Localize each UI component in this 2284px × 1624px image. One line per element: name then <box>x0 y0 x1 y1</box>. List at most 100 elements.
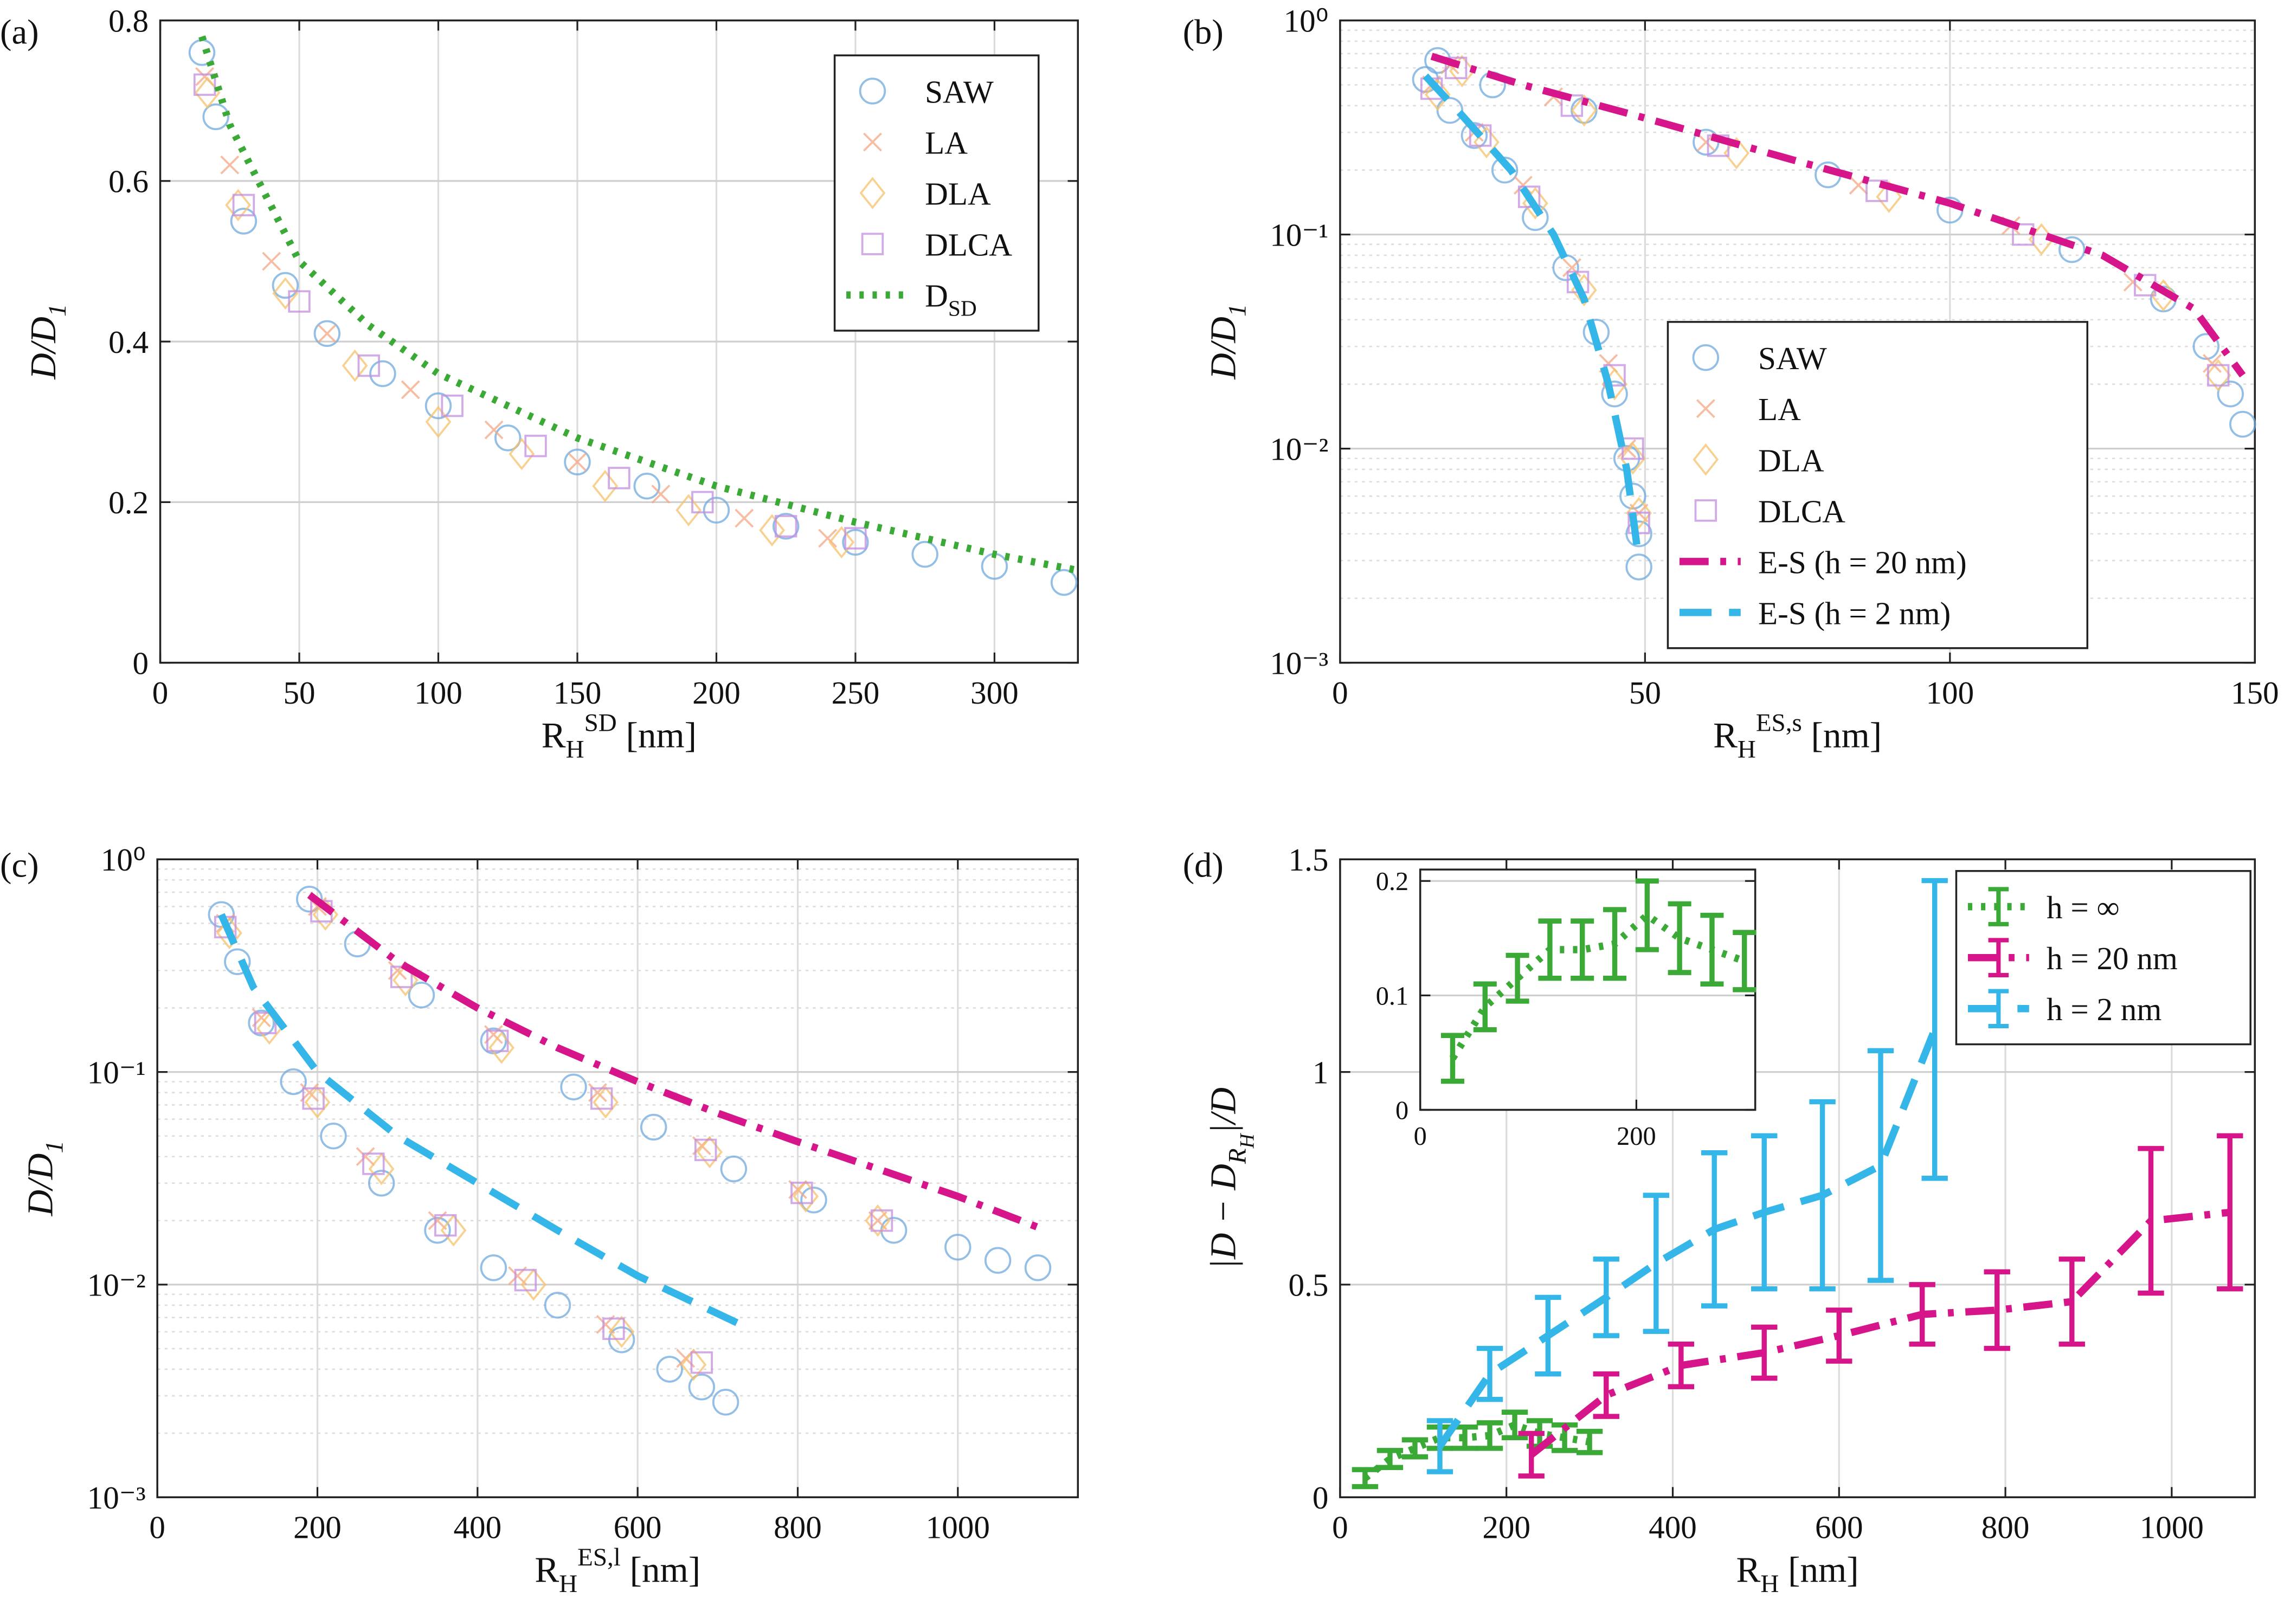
marker-circle <box>188 39 216 66</box>
model-line <box>218 913 751 1332</box>
errorbar <box>1751 1324 1778 1381</box>
x-tick-label: 0 <box>1414 1122 1427 1151</box>
marker-diamond <box>225 189 252 222</box>
label-part: R <box>535 1549 559 1590</box>
y-tick-label: 0.8 <box>108 3 149 38</box>
legend-label: E-S (h = 2 nm) <box>1758 595 1951 631</box>
plot-frame <box>159 19 1079 664</box>
errorbar <box>1538 918 1562 981</box>
marker-cross <box>1696 399 1715 418</box>
marker-circle <box>296 885 323 913</box>
marker-circle <box>1625 520 1652 547</box>
marker-diamond <box>393 964 419 997</box>
marker-square <box>357 354 380 377</box>
x-tick-label: 50 <box>1629 675 1661 711</box>
marker-circle <box>2217 381 2244 408</box>
errorbar <box>1909 1282 1935 1347</box>
inset-background <box>1420 869 1755 1110</box>
legend-box <box>833 54 1040 332</box>
label-part: ES,l <box>577 1543 621 1571</box>
marker-diamond <box>680 1348 707 1381</box>
marker-circle <box>272 272 299 299</box>
marker-square <box>790 1181 813 1204</box>
marker-circle <box>911 540 938 568</box>
errorbar <box>1401 1437 1429 1460</box>
marker-circle <box>1601 381 1628 408</box>
marker-square <box>870 1209 893 1232</box>
marker-diamond <box>272 277 299 310</box>
marker-circle <box>424 392 452 420</box>
y-tick-label: 0.2 <box>108 485 149 520</box>
marker-diamond <box>304 1086 331 1119</box>
marker-cross <box>651 485 671 504</box>
x-tick-label: 200 <box>692 675 741 711</box>
marker-square <box>1444 56 1468 80</box>
marker-circle <box>1625 553 1652 581</box>
legend-label: h = 20 nm <box>2047 940 2178 976</box>
marker-circle <box>859 78 886 105</box>
errorbar-line <box>1437 1028 1938 1448</box>
marker-circle <box>313 320 341 347</box>
legend-errorbar <box>1988 887 2009 926</box>
errorbar <box>1668 901 1691 975</box>
marker-circle <box>248 1009 275 1036</box>
marker-cross <box>568 452 587 472</box>
y-tick-label: 10⁻² <box>1270 431 1328 467</box>
marker-circle <box>408 981 435 1009</box>
marker-circle <box>712 1389 739 1416</box>
label-part: D <box>925 278 948 314</box>
marker-circle <box>2229 410 2256 438</box>
marker-circle <box>424 1217 451 1244</box>
y-tick-label: 1 <box>1313 1054 1329 1090</box>
errorbar <box>1352 1467 1379 1490</box>
x-tick-label: 150 <box>554 675 602 711</box>
label-part: D/D <box>23 317 63 380</box>
label-part: SD <box>584 708 617 737</box>
x-tick-label: 0 <box>152 675 169 711</box>
marker-diamond <box>593 1086 619 1119</box>
marker-diamond <box>608 1316 635 1348</box>
marker-square <box>302 1087 325 1110</box>
panel-label: (c) <box>0 846 39 885</box>
errorbar <box>1476 1420 1503 1451</box>
marker-circle <box>800 1187 827 1214</box>
marker-square <box>193 73 216 96</box>
y-tick-label: 10⁻³ <box>1270 645 1328 681</box>
plot-frame <box>156 858 1079 1498</box>
marker-circle <box>1050 569 1078 596</box>
errorbar <box>1700 912 1724 987</box>
label-part: ES,s <box>1756 708 1802 737</box>
label-part: [nm] <box>1779 1549 1858 1590</box>
marker-diamond <box>488 1032 515 1064</box>
marker-circle <box>2058 236 2086 263</box>
legend-label: DLCA <box>925 227 1012 263</box>
model-line <box>307 892 1047 1234</box>
legend-label: LA <box>1758 391 1801 427</box>
label-part: 1 <box>41 1140 69 1153</box>
errorbar <box>2217 1133 2243 1292</box>
label-part: H <box>1236 1132 1258 1149</box>
errorbar <box>1518 1430 1545 1479</box>
marker-circle <box>369 360 396 388</box>
marker-circle <box>1024 1254 1052 1281</box>
x-axis-label: RHES,s [nm] <box>1713 708 1882 763</box>
marker-circle <box>1692 344 1720 371</box>
x-tick-label: 100 <box>1926 675 1974 711</box>
label-part: R <box>542 714 566 755</box>
marker-circle <box>1619 482 1646 510</box>
marker-square <box>1560 94 1584 117</box>
legend-label: LA <box>925 125 968 161</box>
marker-diamond <box>865 1204 891 1237</box>
y-tick-label: 0.6 <box>108 164 149 199</box>
errorbar <box>1426 1418 1453 1474</box>
legend-box <box>1955 870 2251 1046</box>
marker-square <box>390 965 413 988</box>
model-line <box>198 35 1079 574</box>
marker-circle <box>688 1374 715 1401</box>
legend-errorbar <box>1988 938 2009 977</box>
marker-square <box>514 1268 537 1292</box>
y-tick-label: 0.1 <box>1376 982 1408 1010</box>
marker-circle <box>564 448 591 476</box>
marker-circle <box>720 1155 748 1183</box>
